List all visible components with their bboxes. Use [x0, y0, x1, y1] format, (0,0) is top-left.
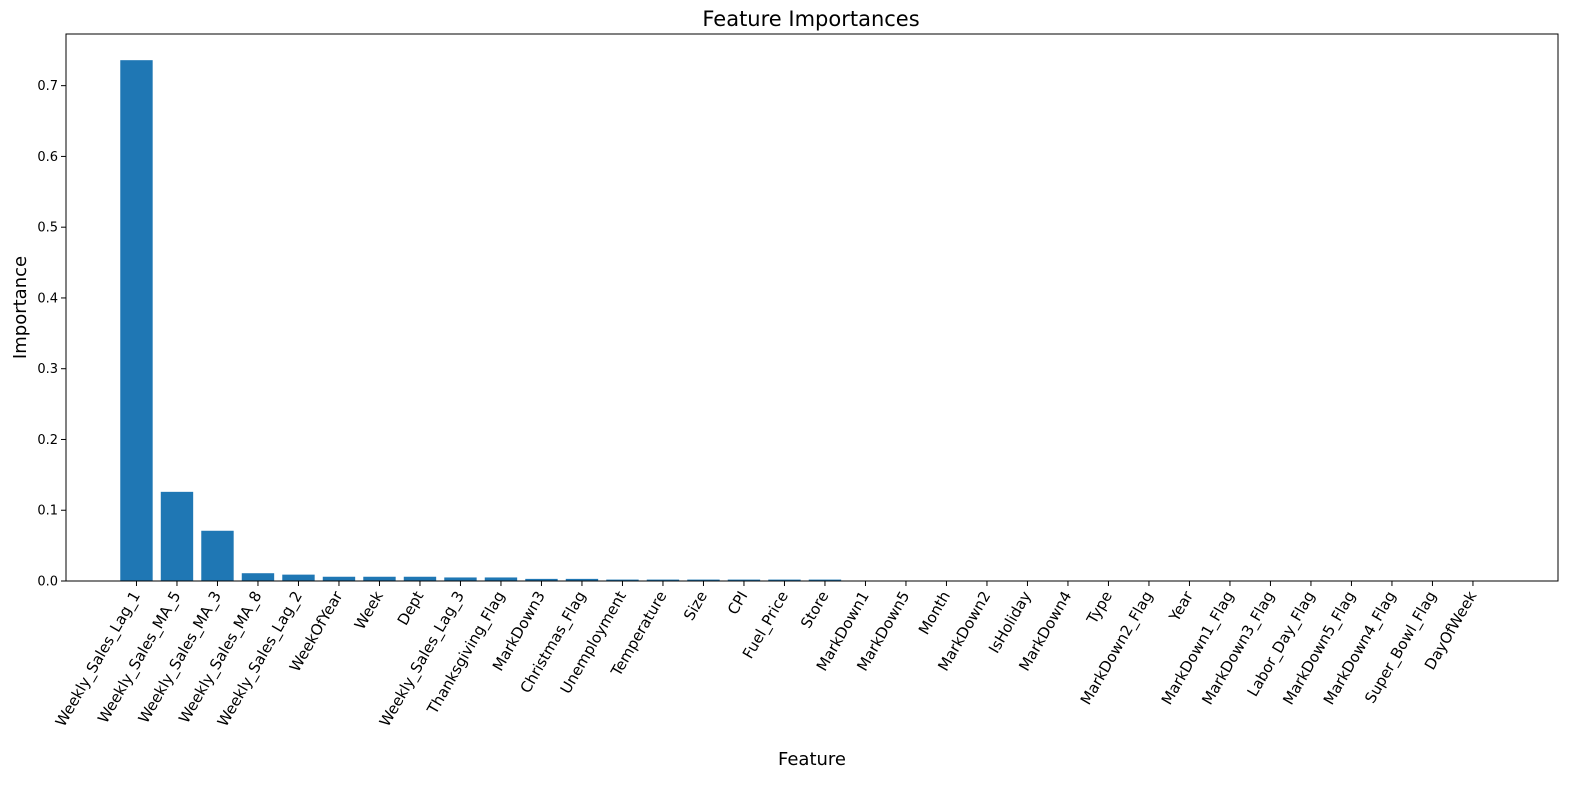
bar-unemployment [606, 579, 639, 581]
x-tick-label: Month [915, 588, 954, 638]
bar-weekly-sales-lag-1 [120, 60, 153, 582]
y-tick-label: 0.7 [37, 79, 58, 94]
bar-markdown3 [525, 578, 558, 581]
bar-store [808, 579, 842, 581]
y-tick-label: 0.4 [37, 291, 58, 306]
x-tick-label: Dept [394, 588, 428, 628]
y-tick-label: 0.0 [37, 575, 58, 590]
x-tick-label: Year [1165, 587, 1197, 625]
x-tick-label: Week [351, 588, 387, 633]
x-tick-label: Size [680, 588, 711, 624]
y-tick-label: 0.5 [37, 221, 58, 236]
x-tick-label: CPI [724, 588, 752, 618]
x-tick-label: Store [797, 588, 832, 631]
y-tick-label: 0.1 [37, 504, 58, 519]
bar-thanksgiving-flag [484, 577, 518, 581]
bar-week [363, 576, 396, 581]
bar-weekly-sales-lag-2 [282, 574, 315, 581]
y-tick-label: 0.3 [37, 362, 58, 377]
chart-title: Feature Importances [702, 7, 919, 31]
y-axis-label: Importance [10, 256, 31, 359]
bar-cpi [727, 579, 761, 581]
plot-frame [65, 33, 1559, 582]
y-tick-label: 0.2 [37, 433, 58, 448]
y-tick-label: 0.6 [37, 150, 58, 165]
x-tick-label: Type [1083, 588, 1116, 628]
bar-weekofyear [322, 576, 356, 581]
bar-temperature [646, 579, 680, 581]
x-axis-label: Feature [778, 749, 846, 770]
y-axis-ticks: 0.0 0.1 0.2 0.3 0.4 0.5 0.6 0.7 [37, 79, 66, 590]
bar-weekly-sales-ma-3 [201, 530, 234, 581]
x-axis-ticks: Weekly_Sales_Lag_1Weekly_Sales_MA_5Weekl… [52, 581, 1481, 730]
bar-christmas-flag [565, 578, 599, 581]
bar-weekly-sales-ma-8 [241, 573, 275, 581]
bar-fuel-price [768, 579, 801, 581]
bars-group [120, 60, 1247, 582]
bar-dept [403, 576, 437, 581]
bar-size [687, 579, 720, 581]
bar-weekly-sales-lag-3 [444, 577, 477, 581]
bar-weekly-sales-ma-5 [160, 491, 194, 581]
